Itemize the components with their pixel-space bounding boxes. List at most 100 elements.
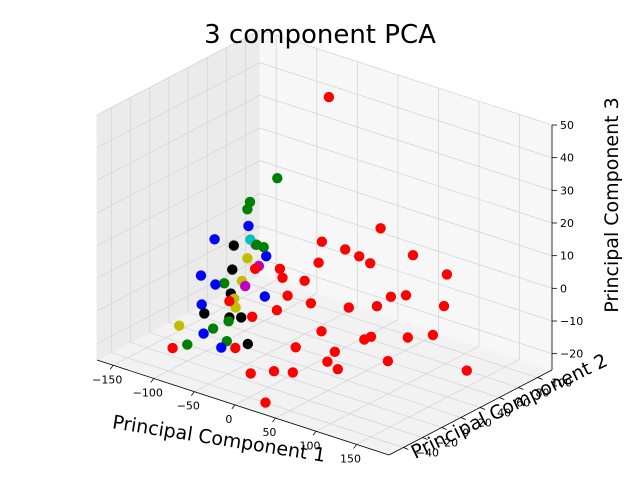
x-grid-line [234, 74, 399, 406]
data-point [228, 240, 239, 251]
data-point [243, 220, 254, 232]
y-tick-mark [518, 387, 524, 390]
data-point [407, 250, 419, 261]
x-tick-label: −50 [177, 400, 200, 413]
z-tick-label: 20 [560, 217, 574, 230]
y-tick-mark [422, 437, 428, 440]
x-tick-label: 100 [300, 439, 321, 452]
data-point [371, 301, 383, 312]
data-point [343, 302, 354, 313]
x-grid-line [275, 88, 439, 419]
z-tick-label: −20 [560, 348, 583, 361]
data-point [250, 263, 261, 274]
y-tick-mark [403, 447, 409, 450]
data-point [236, 312, 247, 323]
data-point [461, 365, 472, 376]
x-grid-line [153, 48, 318, 379]
data-point [438, 300, 450, 312]
chart-title: 3 component PCA [204, 20, 436, 50]
data-point [365, 331, 377, 342]
data-point [313, 257, 324, 268]
z-tick-label: 0 [560, 282, 567, 295]
data-point [441, 269, 453, 280]
z-grid-line [96, 29, 553, 126]
data-point [245, 368, 256, 379]
data-point [223, 316, 234, 327]
z-grid-line [96, 160, 553, 257]
data-point [427, 329, 439, 341]
data-point [174, 320, 185, 331]
data-point [210, 279, 221, 290]
data-point [299, 275, 310, 286]
y-tick-mark [441, 427, 447, 430]
data-point [247, 311, 258, 322]
data-point [251, 239, 262, 250]
data-point [260, 397, 271, 408]
data-point [272, 173, 283, 184]
x-tick-label: 0 [225, 413, 232, 426]
data-point [268, 366, 280, 377]
y-tick-label: 0 [462, 427, 469, 440]
data-point [400, 290, 412, 301]
y-tick-mark [499, 397, 505, 400]
data-point [365, 258, 376, 269]
y-grid-line [206, 57, 500, 398]
y-tick-mark [479, 407, 486, 410]
axis-lines [96, 125, 553, 456]
x-tick-mark [272, 417, 276, 423]
y-tick-label: −20 [435, 437, 458, 450]
data-point [354, 251, 365, 262]
y-tick-label: 60 [516, 397, 530, 410]
y-grid-line [187, 67, 481, 408]
y-grid-line [149, 87, 442, 428]
data-point [382, 355, 394, 367]
data-point [244, 196, 256, 208]
x-tick-mark [312, 431, 317, 436]
z-axis-label: Principal Component 3 [601, 97, 623, 312]
data-point [196, 299, 207, 310]
y-grid-line [168, 77, 462, 418]
y-tick-mark [460, 417, 467, 420]
data-point [274, 263, 286, 274]
x-tick-label: 50 [262, 426, 276, 439]
x-grid-line [113, 35, 277, 366]
data-point [271, 305, 283, 316]
data-point [402, 332, 413, 343]
y-tick-label: 40 [497, 407, 511, 420]
data-point [227, 264, 238, 275]
x-tick-mark [150, 378, 155, 383]
data-point [240, 280, 251, 292]
data-point [167, 342, 178, 354]
x-grid-line [194, 61, 358, 393]
y-tick-label: −40 [416, 447, 439, 460]
data-point [375, 223, 386, 234]
x-tick-mark [353, 444, 357, 449]
data-point [209, 234, 220, 245]
z-tick-label: 10 [560, 250, 574, 263]
x-tick-mark [109, 365, 114, 370]
x-axis-line [96, 359, 390, 456]
data-point [216, 342, 227, 353]
data-point [219, 278, 230, 289]
data-point [385, 291, 397, 302]
data-point [316, 326, 327, 337]
data-point [224, 296, 235, 307]
data-point [230, 342, 241, 354]
data-point [207, 323, 219, 334]
data-points [167, 91, 472, 408]
data-point [323, 91, 335, 103]
data-point [261, 251, 272, 262]
y-tick-label: 20 [478, 417, 492, 430]
data-point [259, 291, 270, 302]
z-grid-line [96, 192, 553, 289]
data-point [277, 272, 288, 283]
data-point [290, 342, 301, 353]
z-grid-line [96, 62, 553, 159]
z-grid-line [96, 94, 553, 191]
data-point [242, 338, 253, 350]
y-axis-line [388, 369, 553, 456]
data-point [329, 346, 340, 357]
y-grid-line [130, 97, 423, 438]
